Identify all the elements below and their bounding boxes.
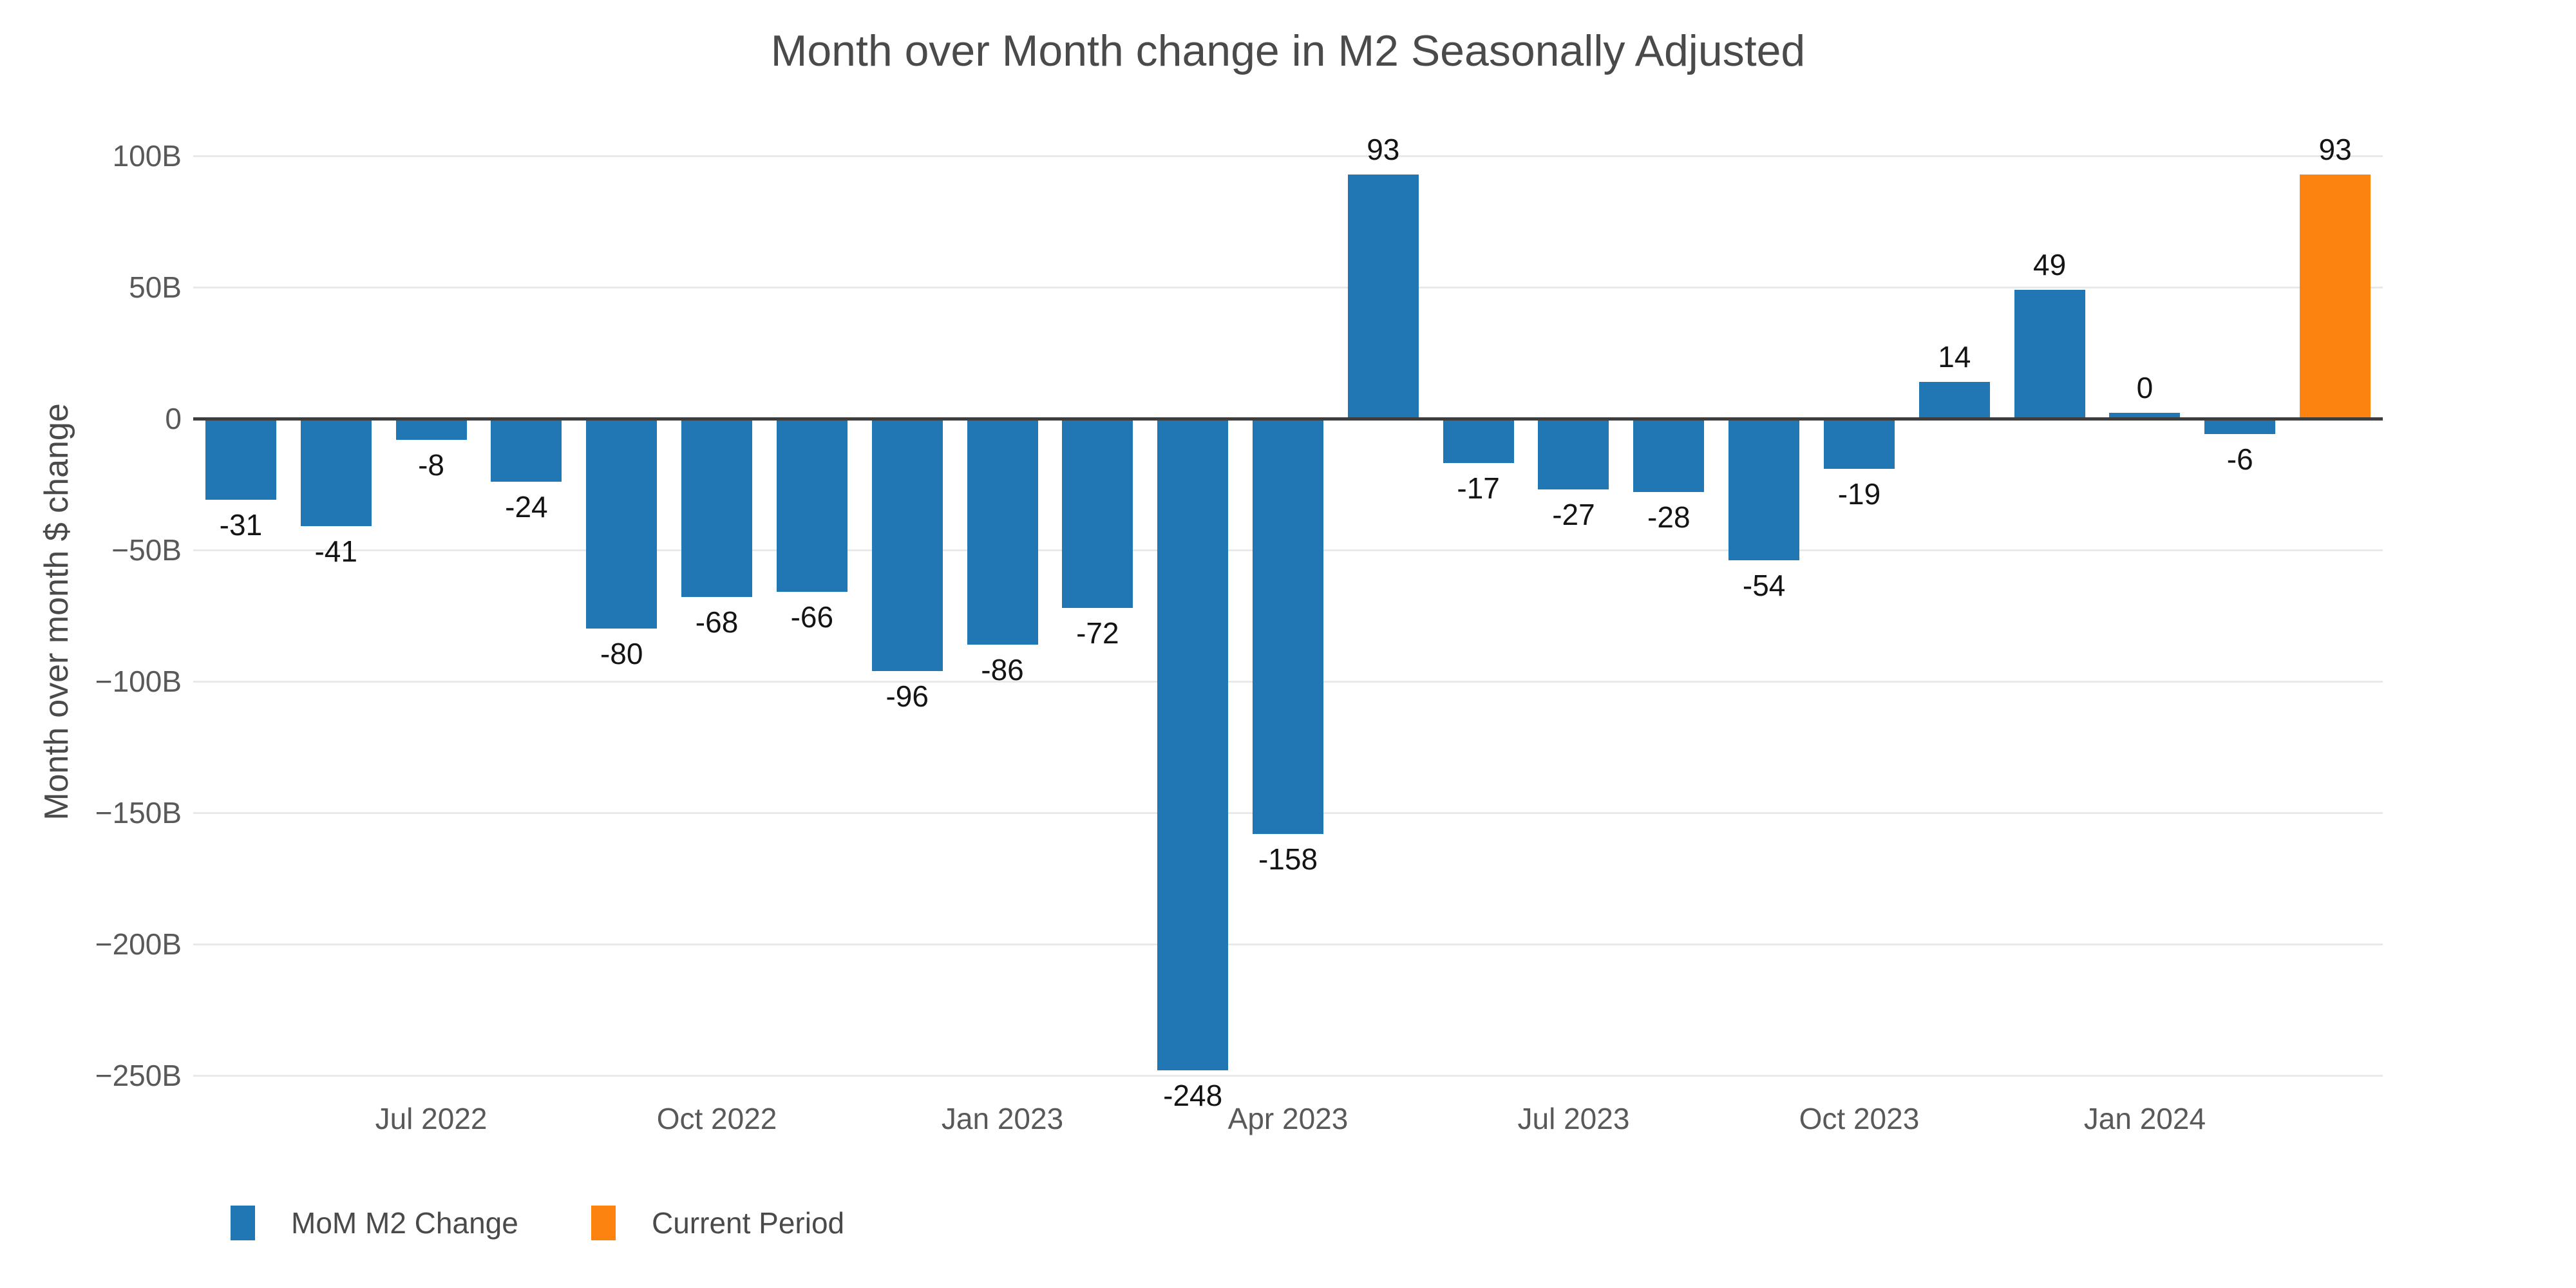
bar-value-label: 93 (2318, 132, 2352, 166)
gridline (193, 1075, 2383, 1077)
bar-value-label: -66 (790, 600, 834, 634)
x-tick-label: Jan 2023 (941, 1102, 1064, 1135)
bar (1443, 419, 1514, 464)
x-tick-label: Oct 2022 (656, 1102, 777, 1135)
gridline (193, 943, 2383, 945)
bar (1538, 419, 1609, 490)
bar-value-label: -28 (1647, 500, 1690, 535)
bar (300, 419, 372, 527)
bar (2204, 419, 2276, 435)
gridline (193, 287, 2383, 289)
bar (871, 419, 943, 671)
y-tick-label: 0 (165, 402, 182, 435)
bar-value-label: 14 (1938, 339, 1971, 374)
bar (491, 419, 562, 482)
bar-value-label: -17 (1457, 471, 1500, 506)
y-tick-label: 50B (129, 270, 182, 304)
y-tick-label: 100B (112, 139, 182, 173)
legend-swatch (591, 1206, 616, 1240)
bar (1918, 381, 1990, 419)
bar (1062, 419, 1133, 608)
bar (205, 419, 276, 500)
bar-value-label: -24 (505, 489, 548, 524)
x-tick-label: Jul 2022 (375, 1102, 488, 1135)
bar-value-label: -68 (695, 605, 739, 639)
y-tick-label: −200B (95, 927, 182, 961)
legend-label: Current Period (652, 1206, 845, 1240)
bar-value-label: -158 (1258, 842, 1318, 876)
x-tick-label: Jul 2023 (1517, 1102, 1630, 1135)
bar (1728, 419, 1800, 561)
gridline (193, 155, 2383, 157)
bar (1633, 419, 1705, 493)
bar-value-label: -19 (1837, 477, 1881, 511)
bar (395, 419, 467, 440)
y-tick-label: −50B (111, 533, 182, 567)
y-tick-label: −150B (95, 796, 182, 829)
bar (681, 419, 753, 598)
zero-axis-line (193, 417, 2383, 421)
bar-value-label: -86 (981, 652, 1024, 687)
bar-value-label: -31 (219, 508, 263, 542)
legend-label: MoM M2 Change (291, 1206, 518, 1240)
bar-current-period (2300, 174, 2371, 419)
bar (776, 419, 848, 592)
x-tick-label: Apr 2023 (1227, 1102, 1349, 1135)
x-tick-label: Jan 2024 (2083, 1102, 2206, 1135)
bar (1823, 419, 1895, 469)
bar (2109, 413, 2181, 419)
bar-value-label: -248 (1163, 1078, 1223, 1112)
bar-value-label: -41 (314, 535, 357, 569)
legend-swatch (231, 1206, 255, 1240)
bar-value-label: -54 (1742, 569, 1786, 603)
bar-value-label: -72 (1076, 616, 1119, 650)
bar (1347, 174, 1419, 419)
bar-value-label: -8 (418, 448, 445, 482)
bar (967, 419, 1038, 645)
bar-value-label: -27 (1552, 498, 1595, 532)
bar (2014, 290, 2085, 419)
bar-value-label: 49 (2033, 248, 2067, 282)
bar-value-label: -6 (2226, 442, 2253, 477)
chart-title: Month over Month change in M2 Seasonally… (770, 26, 1806, 75)
x-tick-label: Oct 2023 (1799, 1102, 1920, 1135)
bar-value-label: -80 (600, 637, 643, 671)
y-tick-label: −250B (95, 1059, 182, 1092)
bar (1253, 419, 1323, 834)
y-axis-title: Month over month $ change (38, 403, 75, 820)
bar (1157, 419, 1229, 1070)
bar-value-label: 93 (1367, 132, 1400, 166)
y-tick-label: −100B (95, 665, 182, 698)
bar (586, 419, 658, 629)
bar-value-label: -96 (886, 679, 929, 713)
bar-value-label: 0 (2136, 371, 2154, 404)
